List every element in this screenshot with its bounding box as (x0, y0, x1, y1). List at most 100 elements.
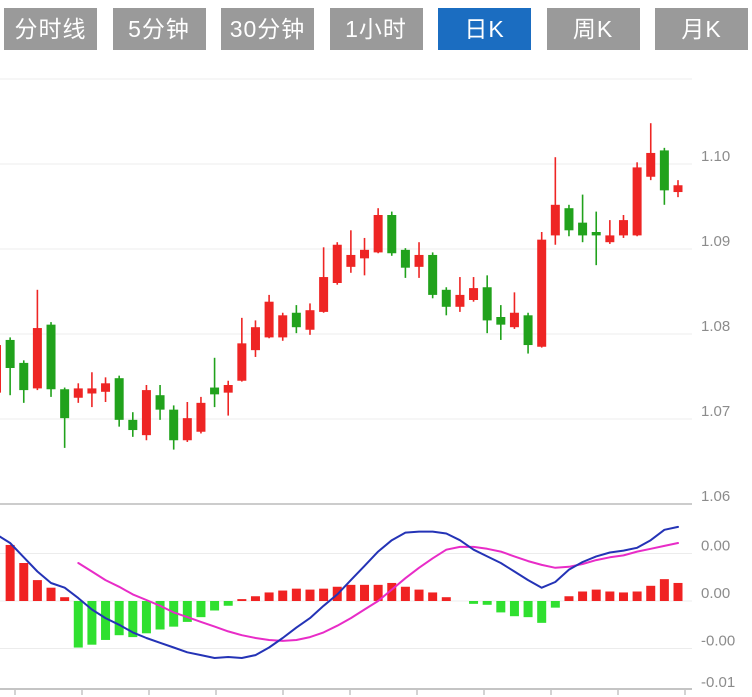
macd-bar (141, 601, 151, 634)
candle-body (659, 150, 669, 191)
candle-body (387, 215, 397, 254)
candle-body (32, 328, 42, 389)
macd-bar (564, 596, 574, 601)
candle-body (19, 362, 29, 391)
macd-bar (291, 588, 301, 601)
macd-bar (373, 584, 383, 601)
candle-body (196, 402, 206, 432)
macd-axis-label: 0.00 (701, 538, 730, 555)
macd-bar (578, 591, 588, 601)
macd-bar (509, 601, 519, 617)
macd-bar (169, 601, 179, 627)
macd-bar (155, 601, 165, 630)
macd-bar (250, 596, 260, 601)
macd-bar (264, 592, 274, 601)
candle-body (73, 388, 83, 398)
price-axis-label: 1.06 (701, 488, 730, 505)
candle-body (155, 395, 165, 410)
candle-body (319, 277, 329, 312)
macd-bar (428, 592, 438, 601)
macd-bar (210, 601, 220, 611)
candle-body (182, 418, 192, 441)
candle-body (373, 215, 383, 253)
macd-bar (278, 590, 288, 601)
macd-bar (400, 586, 410, 601)
macd-bar (319, 588, 329, 601)
tab-月K[interactable]: 月K (655, 8, 748, 50)
candle-body (46, 324, 56, 390)
candle-body (414, 254, 424, 267)
price-axis-label: 1.07 (701, 403, 730, 420)
macd-bar (523, 601, 533, 618)
candle-body (455, 294, 465, 307)
candle-body (332, 244, 342, 283)
candle-body (5, 339, 15, 368)
price-axis-label: 1.10 (701, 148, 730, 165)
macd-bar (360, 584, 370, 601)
macd-bar (237, 599, 247, 601)
macd-bar (60, 597, 70, 601)
candle-body (169, 409, 179, 441)
tab-1小时[interactable]: 1小时 (329, 8, 423, 50)
tab-周K[interactable]: 周K (546, 8, 640, 50)
tab-5分钟[interactable]: 5分钟 (112, 8, 206, 50)
macd-bar (101, 601, 111, 640)
candle-body (250, 327, 260, 351)
candle-body (523, 315, 533, 346)
candle-body (264, 301, 274, 338)
candle-body (346, 254, 356, 267)
candle-body (496, 317, 506, 325)
candle-body (550, 204, 560, 236)
macd-bar (618, 592, 628, 601)
candle-body (0, 345, 1, 393)
tab-分时线[interactable]: 分时线 (4, 8, 97, 50)
macd-bar (605, 591, 615, 601)
macd-axis-label: 0.00 (701, 585, 730, 602)
macd-bar (469, 601, 479, 604)
macd-bar (550, 601, 560, 608)
macd-bar (128, 601, 138, 638)
candle-body (469, 288, 479, 300)
candle-body (564, 208, 574, 231)
candle-body (441, 289, 451, 307)
candle-body (618, 220, 628, 236)
candle-body (114, 378, 124, 420)
macd-bar (87, 601, 97, 645)
candle-body (509, 312, 519, 328)
macd-bar (73, 601, 83, 648)
candle-body (400, 249, 410, 268)
candle-body (482, 287, 492, 321)
macd-bar (5, 544, 15, 601)
candle-body (673, 185, 683, 193)
macd-bar (496, 601, 506, 613)
candle-body (360, 249, 370, 259)
candle-body (210, 387, 220, 395)
macd-bar (114, 601, 124, 636)
macd-bar (591, 589, 601, 601)
macd-bar (346, 584, 356, 601)
macd-bar (482, 601, 492, 605)
candle-body (291, 312, 301, 328)
candle-body (646, 152, 656, 177)
candle-body (605, 235, 615, 243)
tab-30分钟[interactable]: 30分钟 (221, 8, 314, 50)
macd-bar (32, 580, 42, 601)
candle-body (87, 388, 97, 394)
macd-bar (537, 601, 547, 623)
macd-bar (196, 601, 206, 618)
macd-bar (414, 589, 424, 601)
macd-axis-label: -0.01 (701, 674, 735, 691)
candle-body (305, 310, 315, 330)
macd-bar (659, 579, 669, 601)
macd-bar (46, 587, 56, 601)
candle-body (237, 343, 247, 381)
candle-body (578, 222, 588, 236)
tab-日K[interactable]: 日K (438, 8, 531, 50)
price-axis-label: 1.09 (701, 233, 730, 250)
candle-body (632, 167, 642, 236)
candle-body (428, 254, 438, 295)
candle-body (60, 389, 70, 419)
macd-bar (182, 601, 192, 622)
